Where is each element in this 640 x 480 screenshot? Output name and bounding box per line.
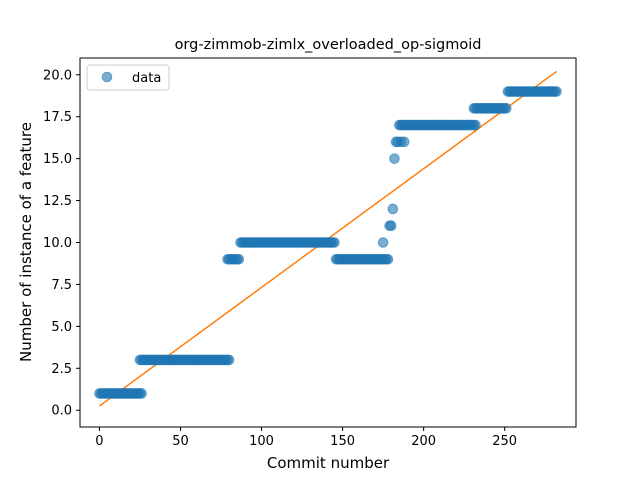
x-axis-label: Commit number [267,454,390,472]
x-tick-label: 150 [330,434,355,449]
y-tick-label: 20.0 [43,68,72,83]
data-point [387,203,399,215]
legend-label: data [132,71,161,86]
data-point [470,119,481,131]
data-point [398,136,410,148]
chart-title: org-zimmob-zimlx_overloaded_op-sigmoid [175,37,482,53]
data-point [389,153,400,164]
data-point [233,253,245,265]
x-tick-label: 200 [411,434,436,449]
y-tick-label: 15.0 [43,152,72,167]
plot-area [94,70,562,407]
y-tick-label: 12.5 [43,194,72,209]
x-axis-ticks: 0 50 100 150 200 250 [95,427,517,449]
data-point [382,253,394,265]
x-tick-label: 250 [492,434,517,449]
y-axis-label: Number of instance of a feature [17,122,35,362]
legend: data [86,64,170,91]
y-tick-label: 10.0 [43,236,72,251]
data-point [377,237,389,248]
data-point [136,388,147,399]
x-tick-label: 50 [172,434,189,449]
x-tick-label: 0 [95,434,103,449]
data-point [551,86,562,97]
y-tick-label: 17.5 [43,110,72,125]
y-tick-label: 7.5 [51,278,72,293]
data-point [501,103,512,114]
data-point [223,354,235,366]
data-point [329,237,340,248]
y-tick-label: 5.0 [51,320,72,335]
legend-marker [101,71,113,83]
data-points-layer [94,86,562,399]
data-point [385,220,397,232]
y-tick-label: 0.0 [51,404,72,419]
legend-box [86,64,170,91]
y-axis-ticks: 0.0 2.5 5.0 7.5 10.0 12.5 15.0 17.5 20.0 [43,68,80,419]
y-tick-label: 2.5 [51,362,72,377]
x-tick-label: 100 [249,434,274,449]
